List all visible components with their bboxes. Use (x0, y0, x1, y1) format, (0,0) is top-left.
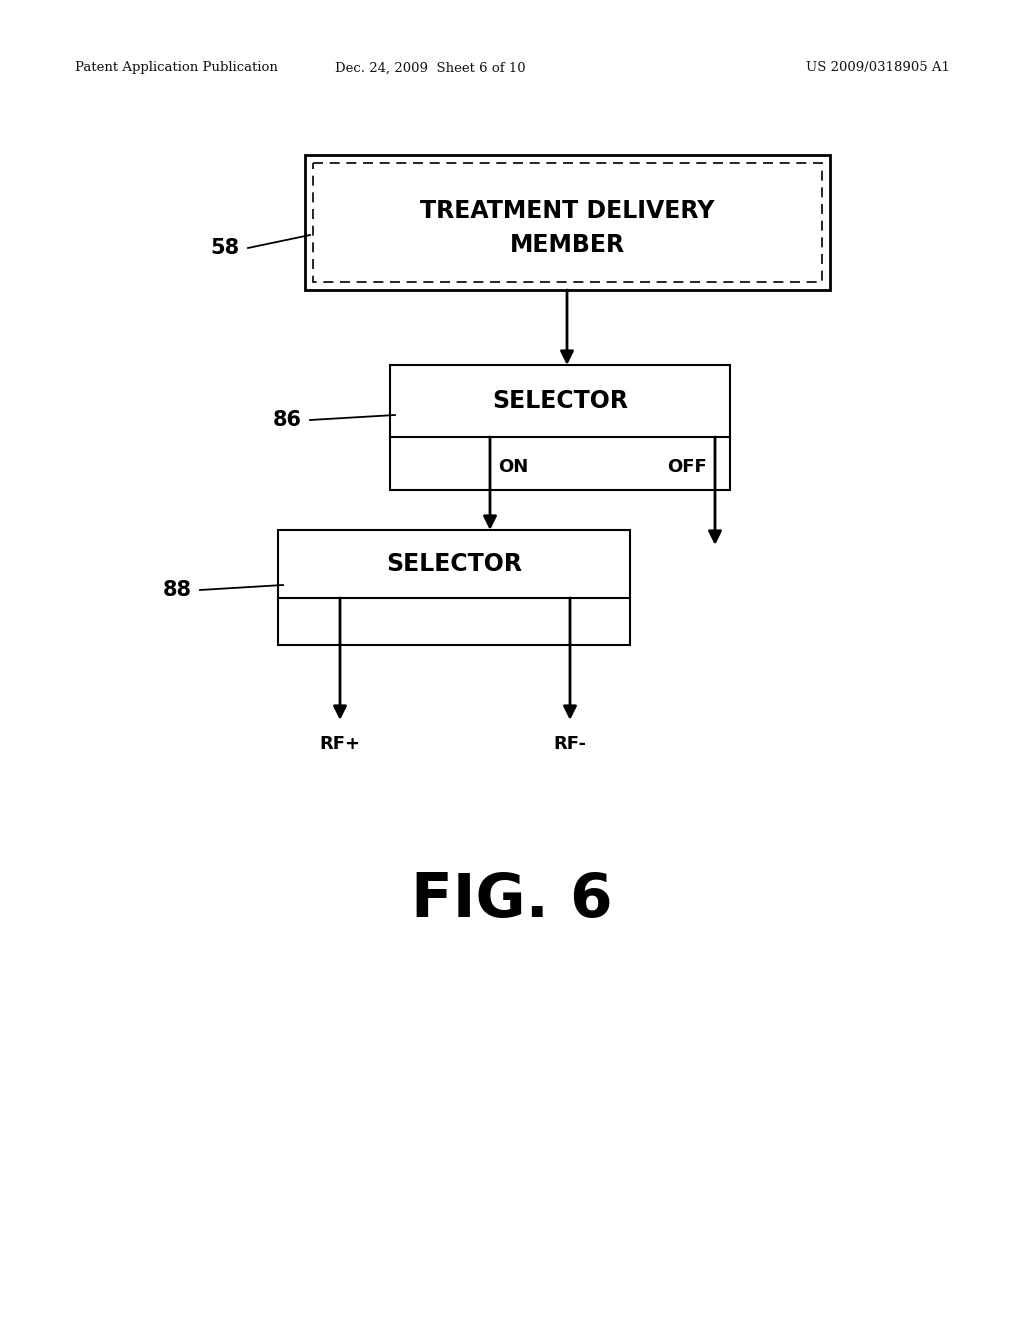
Text: RF-: RF- (554, 735, 587, 752)
Bar (390, 366, 730, 490)
Text: TREATMENT DELIVERY: TREATMENT DELIVERY (420, 198, 715, 223)
Text: SELECTOR: SELECTOR (492, 389, 628, 413)
Text: OFF: OFF (668, 458, 707, 477)
Text: Patent Application Publication: Patent Application Publication (75, 62, 278, 74)
Text: MEMBER: MEMBER (510, 232, 625, 256)
Text: ON: ON (498, 458, 528, 477)
Text: RF+: RF+ (319, 735, 360, 752)
Bar (305, 154, 830, 290)
Text: 88: 88 (163, 579, 193, 601)
Text: 86: 86 (273, 411, 302, 430)
Bar (278, 531, 630, 645)
Text: FIG. 6: FIG. 6 (412, 870, 612, 929)
Text: 58: 58 (211, 238, 240, 257)
Bar (313, 162, 822, 282)
Text: US 2009/0318905 A1: US 2009/0318905 A1 (806, 62, 950, 74)
Text: SELECTOR: SELECTOR (386, 552, 522, 576)
Text: Dec. 24, 2009  Sheet 6 of 10: Dec. 24, 2009 Sheet 6 of 10 (335, 62, 525, 74)
